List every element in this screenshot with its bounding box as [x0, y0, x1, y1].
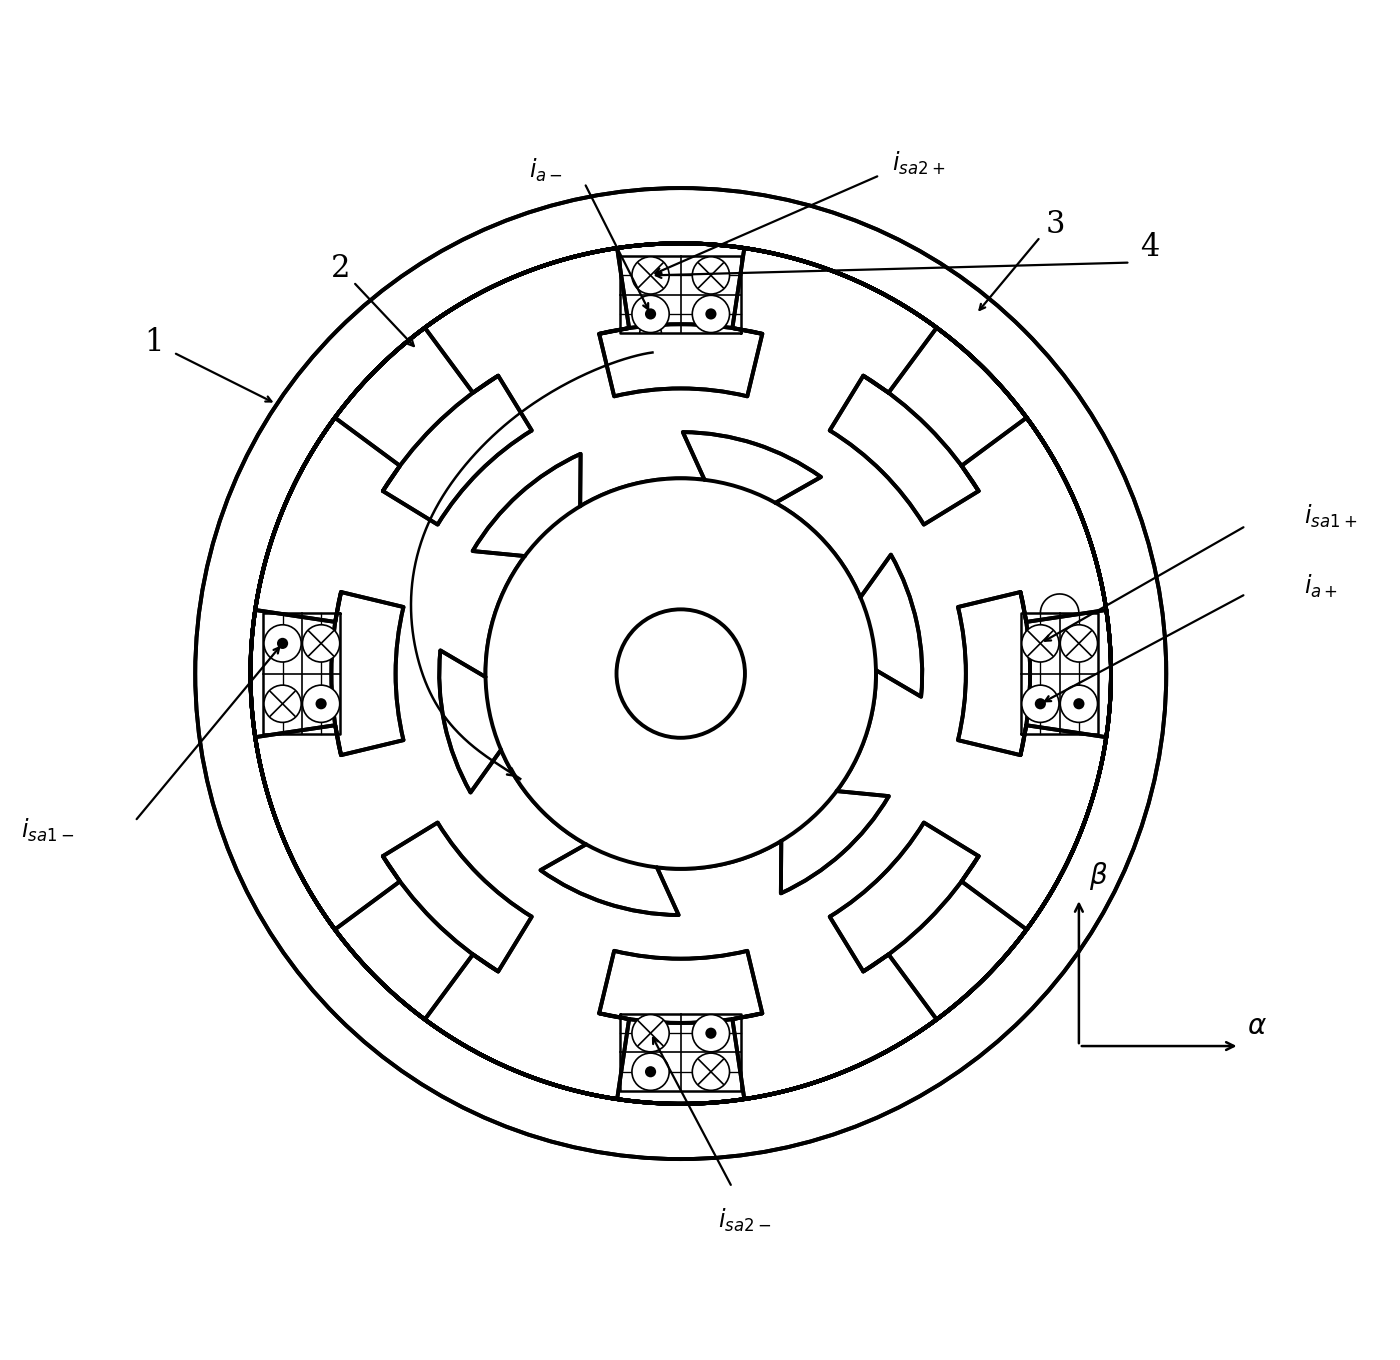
Text: 2: 2 [330, 253, 350, 284]
Circle shape [692, 1053, 729, 1091]
Text: $\alpha$: $\alpha$ [1247, 1013, 1267, 1039]
Circle shape [645, 1066, 657, 1077]
Wedge shape [252, 245, 1105, 1103]
Text: 3: 3 [1046, 208, 1065, 239]
Circle shape [692, 295, 729, 333]
Circle shape [631, 1053, 669, 1091]
Circle shape [706, 1028, 717, 1039]
Circle shape [631, 257, 669, 294]
Text: $i_{sa2+}$: $i_{sa2+}$ [892, 150, 945, 177]
Text: $i_{sa1+}$: $i_{sa1+}$ [1303, 503, 1357, 530]
Circle shape [1022, 685, 1058, 722]
Circle shape [486, 479, 876, 869]
Circle shape [1022, 624, 1058, 662]
Circle shape [277, 638, 288, 649]
Circle shape [692, 257, 729, 294]
Circle shape [315, 698, 326, 710]
Circle shape [486, 479, 876, 869]
Circle shape [302, 624, 340, 662]
Circle shape [1035, 698, 1046, 710]
Text: 1: 1 [144, 326, 164, 358]
Text: 4: 4 [1140, 231, 1159, 262]
Circle shape [1060, 685, 1098, 722]
Circle shape [692, 1015, 729, 1051]
Text: $i_{a-}$: $i_{a-}$ [529, 156, 563, 184]
Circle shape [1074, 698, 1085, 710]
Wedge shape [256, 245, 1110, 1103]
Text: $\beta$: $\beta$ [1089, 860, 1107, 892]
Circle shape [631, 295, 669, 333]
Text: $i_{sa1-}$: $i_{sa1-}$ [21, 816, 74, 843]
Circle shape [616, 609, 745, 737]
Wedge shape [252, 245, 1110, 1098]
Polygon shape [683, 432, 820, 503]
Circle shape [631, 1015, 669, 1051]
Circle shape [195, 188, 1166, 1159]
Circle shape [302, 685, 340, 722]
Wedge shape [252, 249, 1110, 1103]
Polygon shape [861, 555, 923, 696]
Circle shape [265, 624, 301, 662]
Polygon shape [540, 845, 679, 915]
Text: $i_{a+}$: $i_{a+}$ [1303, 573, 1338, 600]
Wedge shape [252, 245, 1105, 1103]
Circle shape [645, 309, 657, 320]
Circle shape [265, 685, 301, 722]
Polygon shape [440, 650, 501, 793]
Polygon shape [473, 454, 581, 556]
Polygon shape [781, 792, 889, 894]
Wedge shape [256, 245, 1110, 1103]
Wedge shape [252, 245, 1110, 1098]
Circle shape [1060, 624, 1098, 662]
Circle shape [706, 309, 717, 320]
Text: $i_{sa2-}$: $i_{sa2-}$ [718, 1206, 771, 1234]
Wedge shape [252, 249, 1110, 1103]
